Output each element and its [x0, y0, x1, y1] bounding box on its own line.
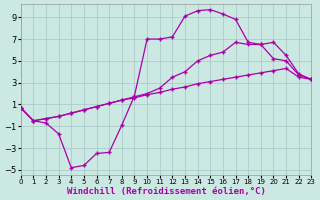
X-axis label: Windchill (Refroidissement éolien,°C): Windchill (Refroidissement éolien,°C) — [67, 187, 266, 196]
